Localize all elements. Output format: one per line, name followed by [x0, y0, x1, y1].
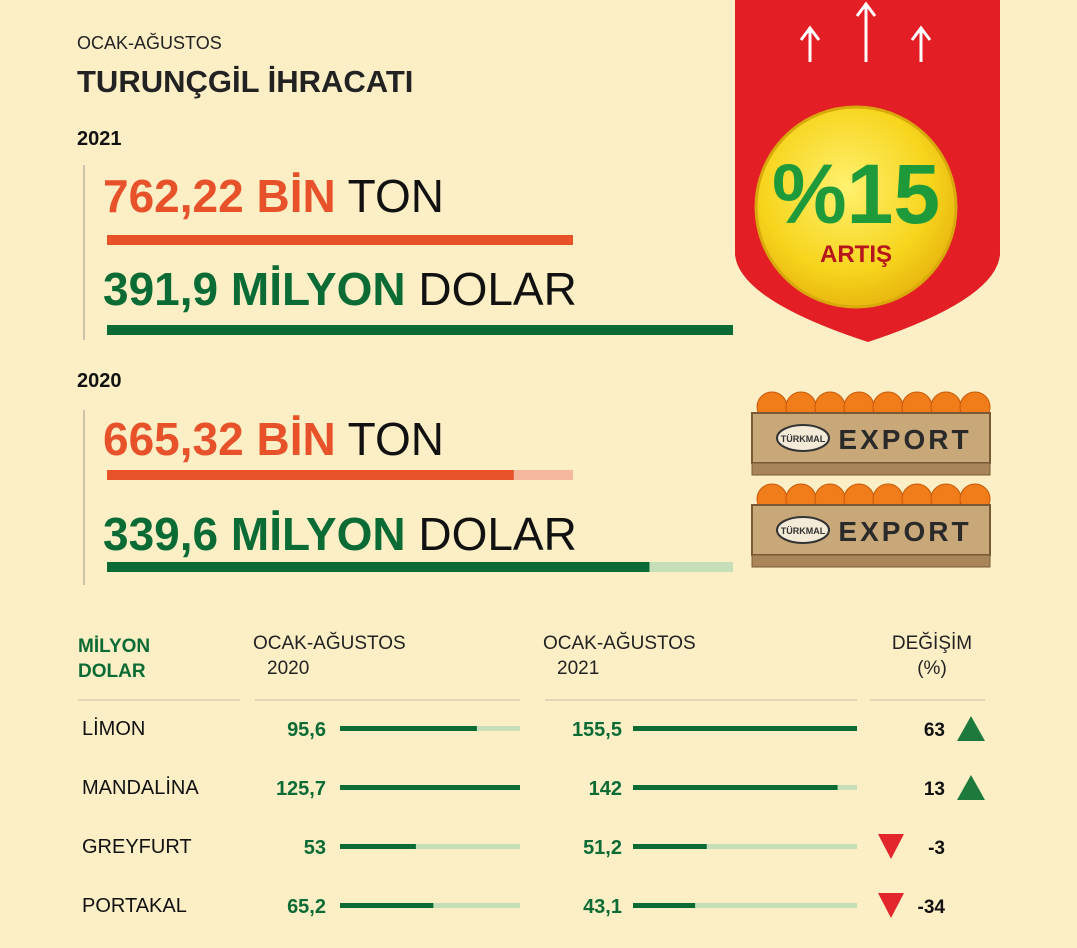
crate: TÜRKMAL EXPORT [751, 483, 991, 568]
up-triangle [957, 716, 985, 741]
unit: DOLAR [418, 508, 576, 560]
subtitle: OCAK-AĞUSTOS [77, 32, 222, 53]
row-value: 43,1 [583, 896, 622, 918]
table-header: DOLAR [78, 661, 146, 682]
dollars-line: 339,6 MİLYON DOLAR [103, 508, 577, 560]
title: TURUNÇGİL İHRACATI [77, 64, 413, 99]
crate-label: EXPORT [838, 516, 971, 547]
row-value: 65,2 [287, 896, 326, 918]
crate-brand: TÜRKMAL [781, 526, 826, 536]
row-bar [340, 903, 434, 908]
badge-label: ARTIŞ [820, 241, 892, 268]
row-bar [340, 844, 416, 849]
scale: BİN [256, 170, 335, 222]
table-header: DEĞİŞİM [892, 632, 972, 654]
row-bar-track [633, 903, 857, 908]
tons-line: 665,32 BİN TON [103, 413, 444, 465]
row-bar [340, 726, 477, 731]
scale: MİLYON [231, 508, 406, 560]
row-bar [633, 785, 838, 790]
change-value: -3 [928, 838, 945, 859]
row-value: 95,6 [287, 719, 326, 741]
row-bar-track [340, 844, 520, 849]
arrows [799, 1, 932, 62]
bar [107, 325, 733, 335]
brand-badge [776, 516, 830, 544]
amount: 391,9 [103, 263, 218, 315]
year-label: 2021 [77, 128, 122, 150]
crate-slat [751, 554, 991, 568]
change-value: 13 [924, 779, 945, 800]
unit: TON [348, 170, 444, 222]
row-name: PORTAKAL [82, 895, 187, 917]
table-header: MİLYON [78, 636, 150, 657]
row-bar [340, 785, 520, 790]
table-header: 2021 [557, 658, 599, 679]
row-value: 125,7 [276, 778, 326, 800]
amount: 762,22 [103, 170, 244, 222]
tons-line: 762,22 BİN TON [103, 170, 444, 222]
row-name: LİMON [82, 717, 145, 740]
bar [107, 235, 573, 245]
crate: TÜRKMAL EXPORT [751, 391, 991, 476]
table-header: 2020 [267, 658, 309, 679]
amount: 339,6 [103, 508, 218, 560]
change-value: -34 [918, 897, 946, 918]
bar [107, 470, 514, 480]
unit: DOLAR [418, 263, 576, 315]
scale: BİN [256, 413, 335, 465]
down-triangle [878, 893, 904, 918]
row-name: MANDALİNA [82, 776, 199, 799]
table-header: (%) [917, 658, 947, 679]
table-header: OCAK-AĞUSTOS [543, 632, 696, 654]
crate-label: EXPORT [838, 424, 971, 455]
down-triangle [878, 834, 904, 859]
row-bar-track [633, 844, 857, 849]
table-header: OCAK-AĞUSTOS [253, 632, 406, 654]
amount: 665,32 [103, 413, 244, 465]
badge-value: %15 [772, 147, 940, 241]
row-bar [633, 903, 696, 908]
up-triangle [957, 775, 985, 800]
unit: TON [348, 413, 444, 465]
change-value: 63 [924, 720, 945, 741]
row-bar [633, 726, 857, 731]
crate-brand: TÜRKMAL [781, 434, 826, 444]
bar [107, 562, 650, 572]
row-bar [633, 844, 707, 849]
year-label: 2020 [77, 370, 122, 392]
row-value: 155,5 [572, 719, 622, 741]
row-value: 51,2 [583, 837, 622, 859]
crate-slat [751, 462, 991, 476]
row-name: GREYFURT [82, 836, 192, 858]
dollars-line: 391,9 MİLYON DOLAR [103, 263, 577, 315]
scale: MİLYON [231, 263, 406, 315]
row-value: 53 [304, 837, 326, 859]
row-value: 142 [589, 778, 622, 800]
badge-circle [754, 105, 958, 309]
brand-badge [776, 424, 830, 452]
